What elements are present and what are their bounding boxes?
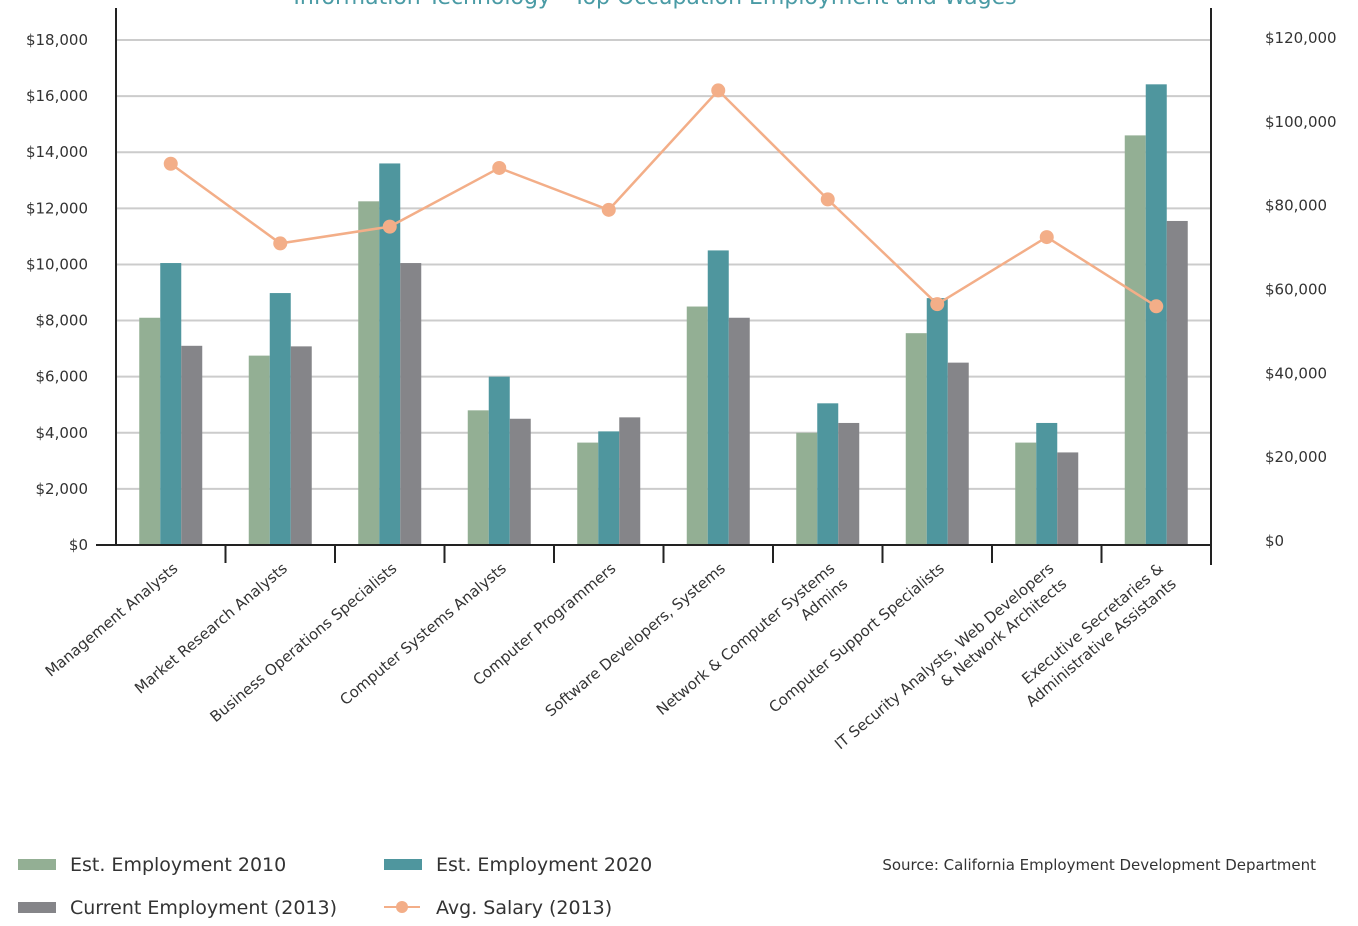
bar-est-employment-2020 xyxy=(817,403,839,545)
bar-est-employment-2010 xyxy=(248,355,270,545)
legend-label: Avg. Salary (2013) xyxy=(436,897,612,919)
legend-label: Est. Employment 2010 xyxy=(70,854,286,876)
y-left-tick-label: $0 xyxy=(69,536,88,554)
y-left-tick-label: $8,000 xyxy=(36,312,89,330)
salary-point xyxy=(930,297,945,312)
x-category-label: Network & Computer SystemsAdmins xyxy=(653,559,851,734)
legend-swatch-marker xyxy=(396,901,408,913)
bar-est-employment-2010 xyxy=(467,410,489,545)
y-left-tick-label: $2,000 xyxy=(36,480,89,498)
salary-line xyxy=(170,88,1157,308)
legend-avg-salary-2013: Avg. Salary (2013) xyxy=(384,897,612,919)
y-right-tick-label: $60,000 xyxy=(1265,281,1327,299)
chart-title: Information Technology - Top Occupation … xyxy=(293,0,1016,10)
salary-point xyxy=(1149,299,1164,314)
y-right-tick-label: $40,000 xyxy=(1265,364,1327,382)
bar-est-employment-2010 xyxy=(1015,442,1037,545)
x-category-label: Business Operations Specialists xyxy=(207,559,401,726)
salary-point xyxy=(711,83,726,98)
bar-est-employment-2010 xyxy=(1124,135,1146,545)
x-category-label: Software Developers, Systems xyxy=(542,559,729,720)
y-left-tick-label: $18,000 xyxy=(26,31,88,49)
legend-est-employment-2020: Est. Employment 2020 xyxy=(384,854,652,876)
bar-current-employment-2013 xyxy=(619,417,641,545)
bar-current-employment-2013 xyxy=(181,345,203,545)
salary-point xyxy=(273,236,288,251)
salary-point xyxy=(820,192,835,207)
bar-est-employment-2010 xyxy=(686,306,708,545)
bar-est-employment-2010 xyxy=(139,317,161,545)
salary-line-layer xyxy=(163,83,1164,314)
bar-est-employment-2010 xyxy=(796,432,818,545)
bar-current-employment-2013 xyxy=(947,362,969,545)
bar-current-employment-2013 xyxy=(290,346,312,545)
salary-point xyxy=(601,202,616,217)
y-right-tick-label: $80,000 xyxy=(1265,197,1327,215)
y-right-tick-label: $0 xyxy=(1265,532,1284,550)
salary-point xyxy=(382,219,397,234)
bar-est-employment-2010 xyxy=(358,201,380,545)
y-left-tick-label: $12,000 xyxy=(26,199,88,217)
legend-est-employment-2010: Est. Employment 2010 xyxy=(18,854,286,876)
bar-est-employment-2020 xyxy=(488,376,510,545)
y-right-tick-label: $120,000 xyxy=(1265,29,1337,47)
salary-point xyxy=(1039,230,1054,245)
y-left-tick-label: $4,000 xyxy=(36,424,89,442)
x-category-label: Computer Support Specialists xyxy=(765,559,948,716)
y-right-tick-label: $20,000 xyxy=(1265,448,1327,466)
legend-label: Est. Employment 2020 xyxy=(436,854,652,876)
bar-current-employment-2013 xyxy=(728,317,750,545)
legend-current-employment-2013: Current Employment (2013) xyxy=(18,897,337,919)
bar-current-employment-2013 xyxy=(1057,452,1079,545)
bar-current-employment-2013 xyxy=(1166,220,1188,546)
bar-current-employment-2013 xyxy=(509,418,531,545)
bar-est-employment-2020 xyxy=(1145,84,1167,546)
bar-est-employment-2020 xyxy=(1036,422,1058,545)
y-left-tick-label: $10,000 xyxy=(26,255,88,273)
bar-est-employment-2020 xyxy=(598,431,620,545)
axes-layer xyxy=(96,8,1212,565)
bar-est-employment-2020 xyxy=(926,298,948,545)
bar-current-employment-2013 xyxy=(838,422,860,545)
bar-est-employment-2010 xyxy=(905,333,927,545)
y-left-tick-label: $14,000 xyxy=(26,143,88,161)
legend-swatch xyxy=(384,859,422,870)
y-left-tick-label: $16,000 xyxy=(26,87,88,105)
y-right-tick-label: $100,000 xyxy=(1265,113,1337,131)
bar-est-employment-2020 xyxy=(707,250,729,545)
bar-est-employment-2020 xyxy=(160,263,182,545)
salary-point xyxy=(492,160,507,175)
bar-est-employment-2020 xyxy=(269,293,291,545)
bar-current-employment-2013 xyxy=(400,263,422,545)
legend-swatch xyxy=(18,902,56,913)
bars-layer xyxy=(139,84,1188,546)
source-note: Source: California Employment Developmen… xyxy=(882,856,1316,874)
legend-label: Current Employment (2013) xyxy=(70,897,337,919)
legend: Est. Employment 2010 Est. Employment 2020… xyxy=(18,854,652,919)
bar-est-employment-2010 xyxy=(577,442,599,545)
salary-point xyxy=(163,156,178,171)
legend-swatch xyxy=(18,859,56,870)
bar-est-employment-2020 xyxy=(379,163,401,545)
y-left-tick-label: $6,000 xyxy=(36,368,89,386)
